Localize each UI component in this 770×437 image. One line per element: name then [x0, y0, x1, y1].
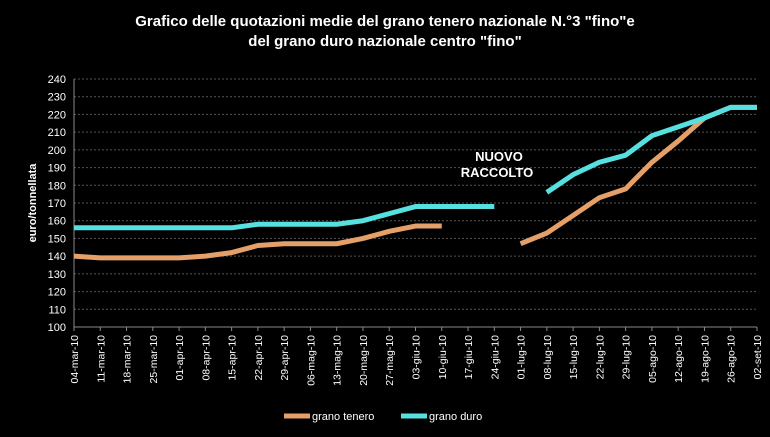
data-series: [73, 104, 757, 261]
x-tick-label: 20-mag-10: [358, 335, 370, 386]
x-tick-label: 05-ago-10: [647, 335, 659, 383]
annotation-nuovo-raccolto: NUOVO RACCOLTO: [461, 149, 533, 180]
y-tick-label: 170: [48, 198, 66, 210]
chart-title-line-2: del grano duro nazionale centro "fino": [248, 33, 521, 50]
y-tick-label: 210: [48, 127, 66, 139]
chart-title-line-1: Grafico delle quotazioni medie del grano…: [135, 13, 634, 30]
x-tick-label: 18-mar-10: [122, 335, 134, 384]
x-axis-tick-labels: 04-mar-10 11-mar-10 18-mar-10 25-mar-10 01-a…: [69, 335, 764, 386]
y-tick-label: 130: [48, 269, 66, 281]
x-tick-label: 26-ago-10: [726, 335, 738, 383]
y-tick-label: 220: [48, 109, 66, 121]
x-tick-label: 10-giu-10: [437, 335, 449, 380]
x-tick-label: 24-giu-10: [489, 335, 501, 380]
y-tick-label: 120: [48, 287, 66, 299]
x-tick-label: 08-lug-10: [542, 335, 554, 380]
x-tick-label: 29-apr-10: [279, 335, 291, 381]
x-tick-label: 17-giu-10: [463, 335, 475, 380]
y-tick-label: 230: [48, 92, 66, 104]
x-tick-label: 02-set-10: [752, 335, 764, 380]
x-tick-label: 15-apr-10: [227, 335, 239, 381]
y-axis-tick-labels: 100 110 120 130 140 150 160 170 180 190 200 210 220 2…: [48, 74, 66, 334]
y-tick-label: 100: [48, 322, 66, 334]
annotation-line-2: RACCOLTO: [461, 165, 533, 180]
y-tick-label: 240: [48, 74, 66, 86]
y-axis-title: euro/tonnellata: [27, 163, 39, 243]
x-tick-label: 12-ago-10: [673, 335, 685, 383]
series-line-segment: [73, 223, 442, 261]
legend: grano tenero grano duro: [284, 411, 482, 423]
y-tick-label: 140: [48, 251, 66, 263]
y-tick-label: 180: [48, 180, 66, 192]
x-tick-label: 27-mag-10: [384, 335, 396, 386]
x-tick-label: 13-mag-10: [332, 335, 344, 386]
series-line-segment: [519, 104, 757, 247]
y-tick-label: 160: [48, 216, 66, 228]
x-tick-label: 06-mag-10: [305, 335, 317, 386]
x-tick-label: 15-lug-10: [568, 335, 580, 380]
x-tick-label: 25-mar-10: [148, 335, 160, 384]
y-tick-label: 200: [48, 145, 66, 157]
legend-label: grano tenero: [312, 411, 374, 423]
legend-label: grano duro: [429, 411, 482, 423]
chart-title: Grafico delle quotazioni medie del grano…: [135, 13, 634, 50]
series-grano-tenero: [73, 104, 757, 261]
series-line-segment: [74, 204, 495, 231]
x-tick-label: 19-ago-10: [699, 335, 711, 383]
x-tick-label: 08-apr-10: [200, 335, 212, 381]
x-tick-label: 01-lug-10: [516, 335, 528, 380]
axes: [73, 79, 758, 331]
x-tick-label: 03-giu-10: [411, 335, 423, 380]
y-tick-label: 110: [48, 304, 66, 316]
x-tick-label: 22-lug-10: [594, 335, 606, 380]
y-tick-label: 150: [48, 233, 66, 245]
series-grano-duro: [74, 104, 757, 231]
x-tick-label: 29-lug-10: [621, 335, 633, 380]
x-tick-label: 22-apr-10: [253, 335, 265, 381]
y-tick-label: 190: [48, 163, 66, 175]
x-tick-label: 01-apr-10: [174, 335, 186, 381]
gridlines: [74, 78, 757, 310]
x-tick-label: 11-mar-10: [95, 335, 107, 383]
x-tick-label: 04-mar-10: [69, 335, 81, 384]
annotation-line-1: NUOVO: [475, 149, 523, 164]
series-line-segment: [545, 104, 757, 195]
